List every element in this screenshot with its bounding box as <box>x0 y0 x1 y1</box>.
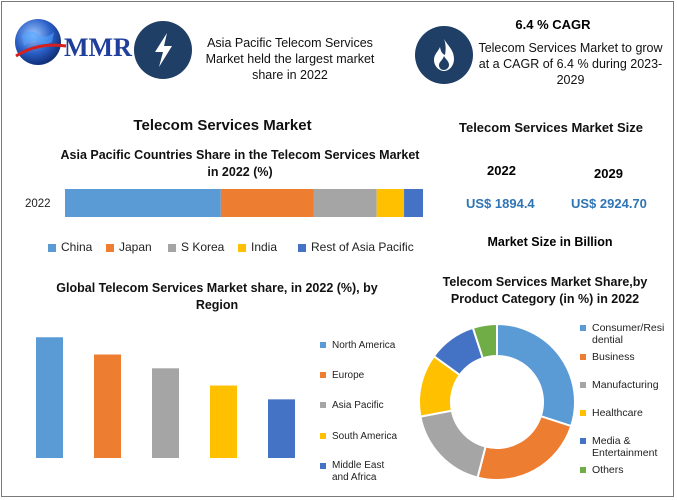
globe-logo-icon <box>15 19 67 65</box>
right-section-title: Telecom Services Market Size <box>458 120 644 135</box>
legend-swatch <box>298 243 306 252</box>
legend-swatch <box>320 372 326 379</box>
donut-legend-manufacturing: Manufacturing <box>580 379 659 391</box>
legend-swatch <box>580 467 586 474</box>
donut-slice-others <box>471 322 498 360</box>
region-legend-north-america: North America <box>320 340 395 352</box>
legend-swatch <box>48 243 56 252</box>
legend-swatch <box>320 342 326 349</box>
stacked-chart-title: Asia Pacific Countries Share in the Tele… <box>60 148 420 179</box>
legend-swatch <box>320 463 326 469</box>
region-bar-south-america <box>210 385 237 458</box>
legend-swatch <box>580 438 586 445</box>
region-bar-north-america <box>36 337 63 458</box>
region-bar-middle-east-and-africa <box>268 399 295 458</box>
cagr-text: Telecom Services Market to grow at a CAG… <box>478 41 663 87</box>
region-chart-title: Global Telecom Services Market share, in… <box>56 281 378 312</box>
legend-swatch <box>168 243 176 252</box>
lightning-icon <box>134 21 192 79</box>
legend-swatch <box>320 433 326 440</box>
region-legend-south-america: South America <box>320 431 397 443</box>
donut-slice-business <box>476 414 573 481</box>
region-legend-asia-pacific: Asia Pacific <box>320 400 384 412</box>
legend-item-japan: Japan <box>106 240 152 254</box>
info-text: Asia Pacific Telecom Services Market hel… <box>205 36 375 82</box>
donut-slice-consumer-residential <box>496 322 576 428</box>
size-unit-note: Market Size in Billion <box>487 235 613 249</box>
legend-swatch <box>580 354 586 361</box>
legend-swatch <box>106 243 114 252</box>
region-legend-europe: Europe <box>320 370 364 382</box>
donut-chart-title: Telecom Services Market Share,by Product… <box>442 275 648 306</box>
stacked-segment-s-korea <box>313 189 377 217</box>
donut-chart <box>418 322 576 481</box>
legend-item-india: India <box>238 240 277 254</box>
region-bar-europe <box>94 354 121 458</box>
region-bar-asia-pacific <box>152 368 179 458</box>
legend-swatch <box>580 382 586 389</box>
left-section-title: Telecom Services Market <box>133 117 312 134</box>
stacked-chart-legend: China Japan S Korea India Rest of Asia P… <box>48 240 428 256</box>
donut-slice-manufacturing <box>419 409 487 479</box>
donut-legend-business: Business <box>580 351 635 363</box>
size-value-2029: US$ 2924.70 <box>571 196 647 211</box>
legend-swatch <box>320 402 326 409</box>
legend-swatch <box>580 325 586 332</box>
cagr-title: 6.4 % CAGR <box>515 17 591 32</box>
stacked-segment-india <box>376 189 405 217</box>
donut-legend-consumer: Consumer/Resi dential <box>580 322 664 346</box>
donut-legend-media: Media & Entertainment <box>580 435 657 459</box>
logo-text: MMR <box>64 33 132 62</box>
donut-legend-others: Others <box>580 464 624 476</box>
legend-item-rest-of-asia-pacific: Rest of Asia Pacific <box>298 240 414 254</box>
size-year-2029: 2029 <box>594 166 623 181</box>
donut-legend-healthcare: Healthcare <box>580 407 643 419</box>
legend-swatch <box>580 410 586 417</box>
region-legend-middle-east-africa: Middle East and Africa <box>320 460 400 484</box>
stacked-segment-japan <box>220 189 314 217</box>
stacked-chart-category: 2022 <box>25 198 51 210</box>
flame-icon <box>415 26 473 84</box>
region-bar-chart <box>36 337 295 458</box>
size-value-2022: US$ 1894.4 <box>466 196 535 211</box>
stacked-segment-china <box>65 189 221 217</box>
legend-swatch <box>238 243 246 252</box>
stacked-segment-rest-of-asia-pacific <box>404 189 423 217</box>
legend-item-china: China <box>48 240 92 254</box>
legend-item-s-korea: S Korea <box>168 240 224 254</box>
size-year-2022: 2022 <box>487 163 516 178</box>
stacked-bar-chart <box>65 189 423 217</box>
